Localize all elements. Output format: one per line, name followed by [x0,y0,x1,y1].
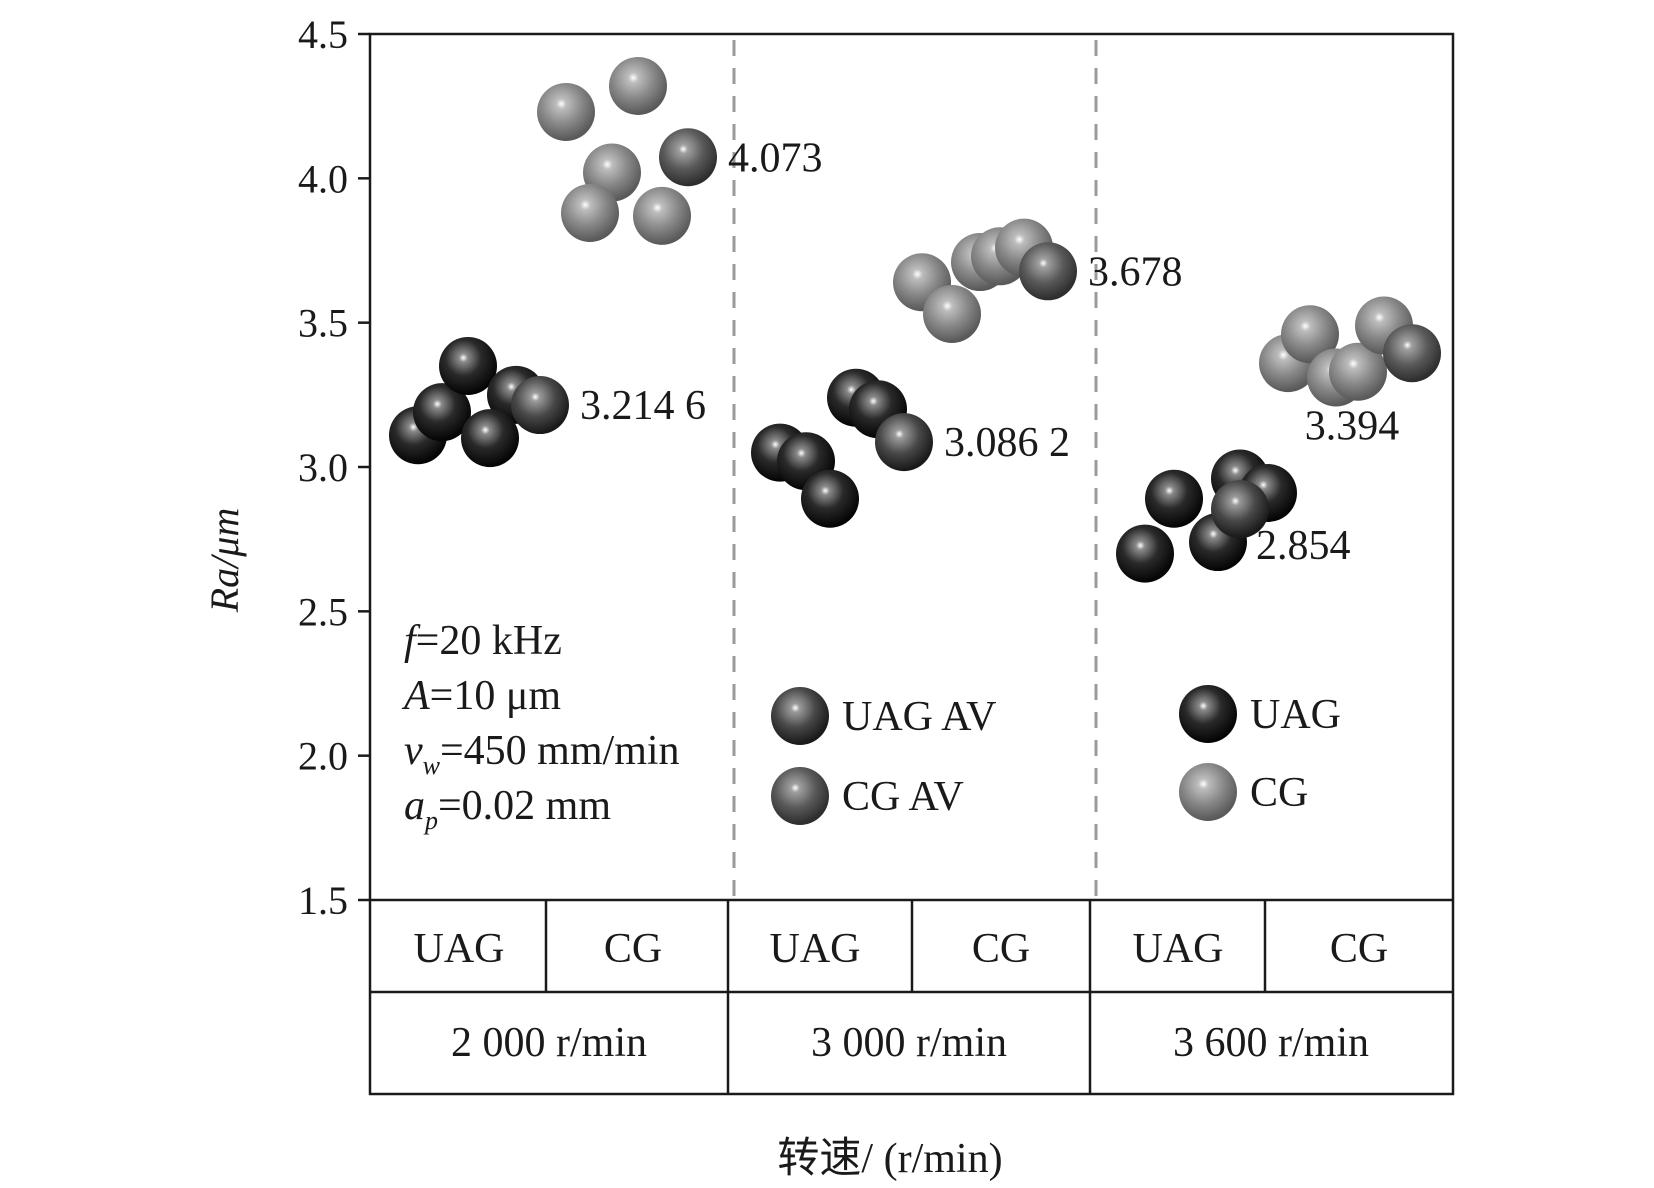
y-tick-label: 3.0 [298,445,348,490]
method-label-uag: UAG [1133,926,1224,972]
legend-marker-cg_av [771,767,829,825]
data-points [389,56,1441,583]
method-label-cg: CG [1330,926,1388,972]
legend-marker-cg [1179,763,1237,821]
cg-point [923,285,981,344]
average-value-label: 3.678 [1088,249,1183,295]
y-axis-title: Ra/μm [202,508,247,614]
legend-label: CG AV [842,774,964,820]
uag-point [413,383,471,442]
condition-line: A=10 μm [401,673,561,719]
cg-average-point [659,128,717,187]
legend-label: UAG AV [842,694,996,740]
legend-label: UAG [1250,692,1341,738]
method-label-uag: UAG [414,926,505,972]
method-label-cg: CG [604,926,662,972]
cg-point [609,56,667,115]
average-value-label: 3.086 2 [944,420,1070,466]
y-tick-label: 1.5 [298,878,348,923]
average-value-label: 4.073 [728,135,823,181]
condition-line: vw=450 mm/min [404,728,680,780]
speed-label: 3 600 r/min [1173,1020,1369,1066]
uag-point [1145,469,1203,528]
uag-point [439,336,497,395]
y-tick-label: 2.5 [298,589,348,634]
y-tick-label: 4.5 [298,12,348,57]
y-tick-label: 4.0 [298,156,348,201]
uag-point [1116,524,1174,583]
method-label-uag: UAG [770,926,861,972]
average-value-label: 3.394 [1305,403,1400,449]
legend-marker-uag_av [771,687,829,745]
legend-marker-uag [1179,685,1237,743]
method-label-cg: CG [972,926,1030,972]
legend-average: UAG AV CG AV [771,687,996,825]
speed-label-row: 2 000 r/min 3 000 r/min 3 600 r/min [451,1020,1369,1066]
cg-point [537,82,595,141]
method-label-row: UAG CG UAG CG UAG CG [414,926,1389,972]
speed-label: 2 000 r/min [451,1020,647,1066]
uag-average-point [875,413,933,472]
uag-point [461,409,519,468]
speed-label: 3 000 r/min [811,1020,1007,1066]
cg-point [1329,342,1387,401]
average-value-labels: 3.214 6 4.073 3.086 2 3.678 2.854 3.394 [580,135,1399,569]
cg-point [1281,305,1339,364]
average-value-label: 3.214 6 [580,383,706,429]
average-value-label: 2.854 [1256,523,1351,569]
cg-point [633,186,691,245]
uag-average-point [511,376,569,435]
cg-point [561,183,619,242]
plot-frame [368,32,1455,1096]
cg-average-point [1019,242,1077,301]
cg-average-point [1383,324,1441,383]
y-axis: 4.5 4.0 3.5 3.0 2.5 2.0 1.5 [298,12,370,923]
uag-point [801,469,859,528]
condition-line: f=20 kHz [404,618,562,664]
condition-line: ap=0.02 mm [404,783,611,835]
y-tick-label: 3.5 [298,301,348,346]
y-tick-label: 2.0 [298,734,348,779]
legend-label: CG [1250,770,1308,816]
legend-points: UAG CG [1179,685,1341,821]
uag-average-point [1211,480,1269,539]
x-axis-title: 转速/ (r/min) [777,1136,1002,1182]
